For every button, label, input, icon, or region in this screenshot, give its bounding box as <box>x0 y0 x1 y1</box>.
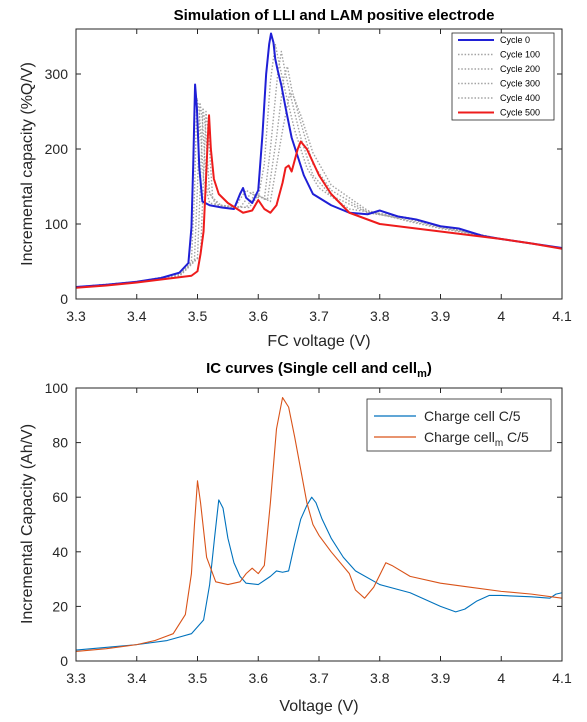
chart1-ylabel: Incremental capacity (%Q/V) <box>19 62 36 266</box>
chart2-legend-cellm-tail: C/5 <box>503 429 529 445</box>
y-tick-label: 100 <box>45 216 69 232</box>
chart1-series-group <box>75 32 563 289</box>
chart2-series-group <box>75 397 563 652</box>
x-tick-label: 3.7 <box>309 308 329 324</box>
x-tick-label: 3.9 <box>431 308 451 324</box>
y-tick-label: 20 <box>52 598 68 614</box>
x-tick-label: 4 <box>497 670 505 686</box>
chart1-legend: Cycle 0 Cycle 100 Cycle 200 Cycle 300 Cycle … <box>451 32 555 121</box>
chart1-x-ticks: 3.3 3.4 3.5 3.6 3.7 3.8 3.9 4 4.1 <box>66 29 572 324</box>
chart1-legend-label: Cycle 300 <box>500 79 540 89</box>
series-line-cycle-100 <box>75 43 563 288</box>
y-tick-label: 100 <box>45 380 69 396</box>
x-tick-label: 3.4 <box>127 308 147 324</box>
chart1-title: Simulation of LLI and LAM positive elect… <box>174 7 495 24</box>
chart1-legend-box <box>451 32 555 121</box>
chart1-xlabel: FC voltage (V) <box>267 333 370 350</box>
chart2-y-ticks: 0 20 40 60 80 100 <box>45 380 562 669</box>
x-tick-label: 3.8 <box>370 308 390 324</box>
x-tick-label: 3.3 <box>66 670 86 686</box>
y-tick-label: 60 <box>52 489 68 505</box>
x-tick-label: 3.6 <box>249 670 269 686</box>
series-line-cycle-500 <box>75 114 563 289</box>
chart2-ylabel: Incremental Capacity (Ah/V) <box>19 424 36 624</box>
chart1-legend-label: Cycle 500 <box>500 108 540 118</box>
chart2-legend-label-cell: Charge cell C/5 <box>424 408 521 424</box>
chart2-title-close: ) <box>427 360 432 377</box>
x-tick-label: 4.1 <box>552 670 572 686</box>
chart1-legend-label: Cycle 0 <box>500 35 530 45</box>
y-tick-label: 300 <box>45 66 69 82</box>
chart2-xlabel: Voltage (V) <box>279 698 358 715</box>
series-line-charge-cell-c-5 <box>75 496 563 651</box>
chart2-legend-cellm-sub: m <box>495 438 503 449</box>
series-line-cycle-0 <box>75 32 563 288</box>
chart1-legend-label: Cycle 200 <box>500 64 540 74</box>
x-tick-label: 3.7 <box>309 670 329 686</box>
chart2-legend: Charge cell C/5 Charge cellm C/5 <box>366 398 552 452</box>
x-tick-label: 3.9 <box>431 670 451 686</box>
x-tick-label: 4 <box>497 308 505 324</box>
x-tick-label: 3.8 <box>370 670 390 686</box>
series-line-charge-cell-m-c-5 <box>75 397 563 652</box>
chart2-x-ticks: 3.3 3.4 3.5 3.6 3.7 3.8 3.9 4 4.1 <box>66 388 572 686</box>
chart1-legend-label: Cycle 100 <box>500 50 540 60</box>
chart1-legend-items: Cycle 0 Cycle 100 Cycle 200 Cycle 300 Cycle … <box>458 35 540 118</box>
x-tick-label: 3.5 <box>188 308 208 324</box>
chart2-legend-cellm-main: Charge cell <box>424 429 495 445</box>
x-tick-label: 3.5 <box>188 670 208 686</box>
x-tick-label: 4.1 <box>552 308 572 324</box>
chart-1: Simulation of LLI and LAM positive elect… <box>19 7 572 350</box>
y-tick-label: 0 <box>60 653 68 669</box>
y-tick-label: 0 <box>60 291 68 307</box>
y-tick-label: 200 <box>45 141 69 157</box>
series-line-cycle-400 <box>75 92 563 288</box>
chart2-legend-box <box>366 398 552 452</box>
chart2-title-main: IC curves (Single cell and cell <box>206 360 417 377</box>
chart2-legend-label-cellm: Charge cellm C/5 <box>424 429 529 449</box>
chart1-y-ticks: 0 100 200 300 <box>45 66 562 307</box>
x-tick-label: 3.3 <box>66 308 86 324</box>
chart1-legend-label: Cycle 400 <box>500 93 540 103</box>
chart2-title-sub: m <box>417 368 427 380</box>
x-tick-label: 3.6 <box>249 308 269 324</box>
x-tick-label: 3.4 <box>127 670 147 686</box>
y-tick-label: 80 <box>52 435 68 451</box>
series-line-cycle-300 <box>75 65 563 288</box>
series-line-cycle-200 <box>75 50 563 288</box>
y-tick-label: 40 <box>52 544 68 560</box>
chart-2: IC curves (Single cell and cellm) 3.3 3.4… <box>19 360 572 715</box>
chart2-title: IC curves (Single cell and cellm) <box>206 360 432 380</box>
